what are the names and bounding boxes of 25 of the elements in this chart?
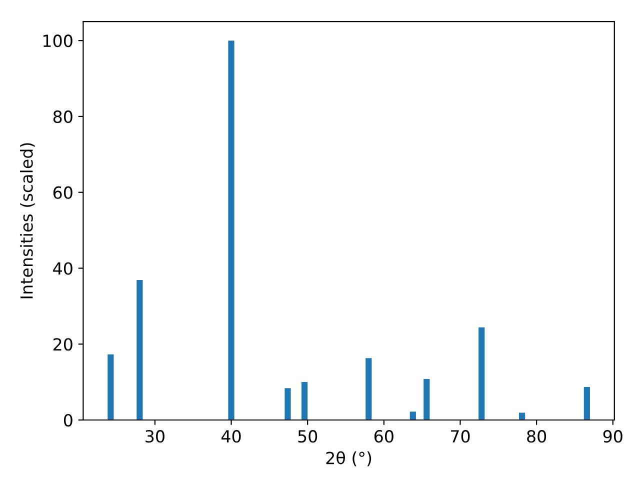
bar <box>284 388 291 420</box>
bar <box>301 382 308 420</box>
y-axis-title: Intensities (scaled) <box>20 143 35 298</box>
bar <box>366 358 372 420</box>
bar <box>410 412 416 420</box>
y-tick-label: 60 <box>53 186 72 199</box>
x-tick-label: 90 <box>603 430 622 443</box>
y-tick-label: 40 <box>53 262 72 275</box>
x-tick-label: 70 <box>450 430 470 443</box>
x-tick-label: 60 <box>374 430 394 443</box>
bar <box>424 379 430 420</box>
x-axis-title: 2θ (°) <box>326 451 372 466</box>
y-tick-label: 0 <box>64 414 72 427</box>
bar <box>136 280 143 420</box>
y-tick-label: 100 <box>43 34 72 48</box>
y-tick-label: 80 <box>53 110 72 124</box>
x-tick-label: 30 <box>146 430 164 443</box>
x-tick-label: 80 <box>527 430 546 443</box>
bar <box>228 40 234 420</box>
bar <box>584 386 590 420</box>
bar <box>478 327 485 420</box>
y-tick-label: 20 <box>53 338 72 351</box>
x-tick-label: 40 <box>221 430 241 443</box>
x-tick-label: 50 <box>298 430 318 443</box>
bar <box>108 354 114 420</box>
